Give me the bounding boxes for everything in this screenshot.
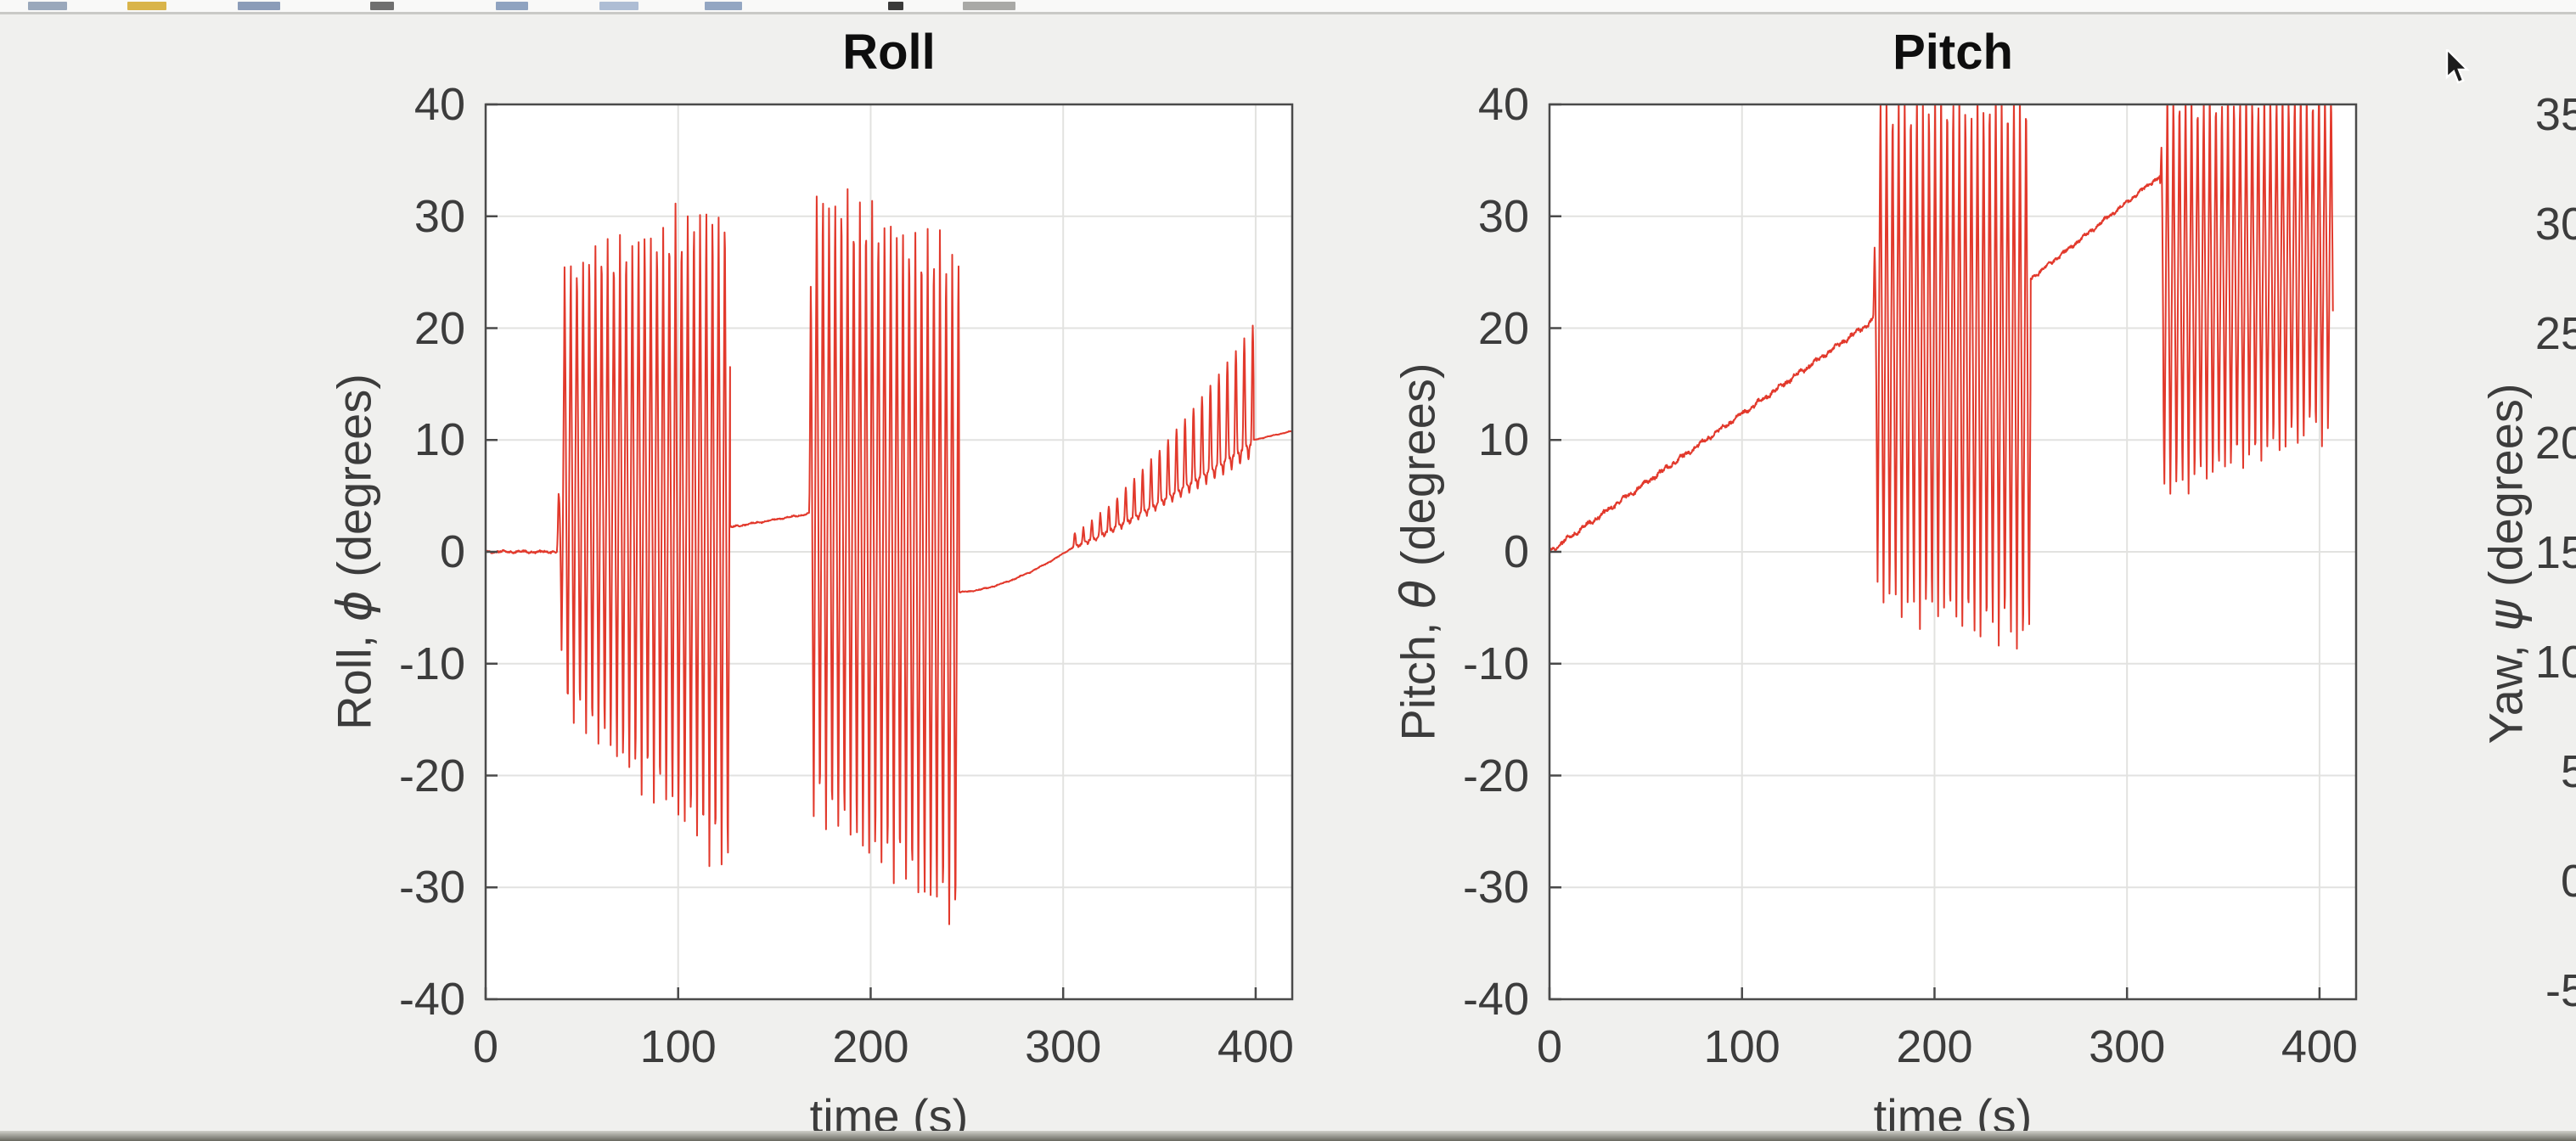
yaw-ytick-label: 5	[2560, 746, 2576, 797]
x-tick-label: 300	[1025, 1021, 1102, 1072]
yaw-ytick-label: 10	[2534, 637, 2576, 688]
yaw-ytick-label: 0	[2560, 856, 2576, 907]
rotate-3d-icon[interactable]	[705, 2, 742, 10]
x-tick-label: 0	[1536, 1021, 1563, 1072]
y-tick-label: 20	[413, 302, 465, 354]
pan-icon[interactable]	[599, 2, 638, 10]
greek-symbol: ϕ	[327, 590, 383, 622]
y-tick-label: -30	[1462, 862, 1529, 913]
yaw-ytick-label: 15	[2534, 527, 2576, 578]
figure-toolbar	[0, 0, 2576, 14]
y-tick-label: 40	[1477, 79, 1529, 130]
x-tick-label: 0	[472, 1021, 499, 1072]
y-tick-label: -10	[1462, 638, 1529, 689]
y-tick-label: -40	[398, 974, 465, 1025]
new-figure-icon[interactable]	[28, 2, 67, 10]
yaw-ytick-label: 25	[2534, 308, 2576, 359]
open-file-icon[interactable]	[127, 2, 166, 10]
yaw-ytick-label: 30	[2534, 199, 2576, 250]
save-figure-icon[interactable]	[238, 2, 280, 10]
greek-symbol: θ	[1391, 579, 1447, 609]
bottom-edge-strip	[0, 1131, 2576, 1141]
x-tick-label: 300	[2089, 1021, 2166, 1072]
y-tick-label: -30	[398, 862, 465, 913]
x-tick-label: 200	[832, 1021, 909, 1072]
y-tick-label: 40	[413, 79, 465, 130]
y-tick-label: -40	[1462, 974, 1529, 1025]
y-tick-label: 20	[1477, 302, 1529, 354]
y-tick-label: 10	[413, 414, 465, 466]
y-tick-label: 30	[413, 190, 465, 242]
subplot-title: Pitch	[1893, 25, 2013, 80]
print-icon[interactable]	[370, 2, 394, 10]
y-tick-label: 0	[1503, 526, 1529, 577]
zoom-in-icon[interactable]	[496, 2, 528, 10]
yaw-ytick-label: -5	[2545, 965, 2576, 1016]
x-tick-label: 100	[639, 1021, 717, 1072]
subplot-title: Roll	[842, 25, 936, 80]
yaw-ytick-label: 35	[2534, 89, 2576, 140]
yaw-ytick-label: 20	[2534, 418, 2576, 469]
data-cursor-icon[interactable]	[888, 2, 903, 10]
y-tick-label: 10	[1477, 414, 1529, 466]
y-tick-label: -10	[398, 638, 465, 689]
y-tick-label: 0	[439, 526, 465, 577]
pitch-plot-area[interactable]	[1534, 89, 2371, 1015]
greek-symbol: ψ	[2478, 599, 2534, 632]
x-tick-label: 400	[1217, 1021, 1294, 1072]
y-tick-label: -20	[398, 750, 465, 801]
roll-line-series	[486, 188, 1292, 925]
x-tick-label: 100	[1703, 1021, 1780, 1072]
y-tick-label: -20	[1462, 750, 1529, 801]
x-tick-label: 400	[2281, 1021, 2358, 1072]
y-tick-label: 30	[1477, 190, 1529, 242]
mouse-cursor-icon	[2445, 49, 2470, 84]
insert-legend-icon[interactable]	[963, 2, 1015, 10]
x-tick-label: 200	[1896, 1021, 1973, 1072]
roll-plot-area[interactable]	[470, 89, 1308, 1015]
pitch-line-series	[1550, 104, 2334, 650]
